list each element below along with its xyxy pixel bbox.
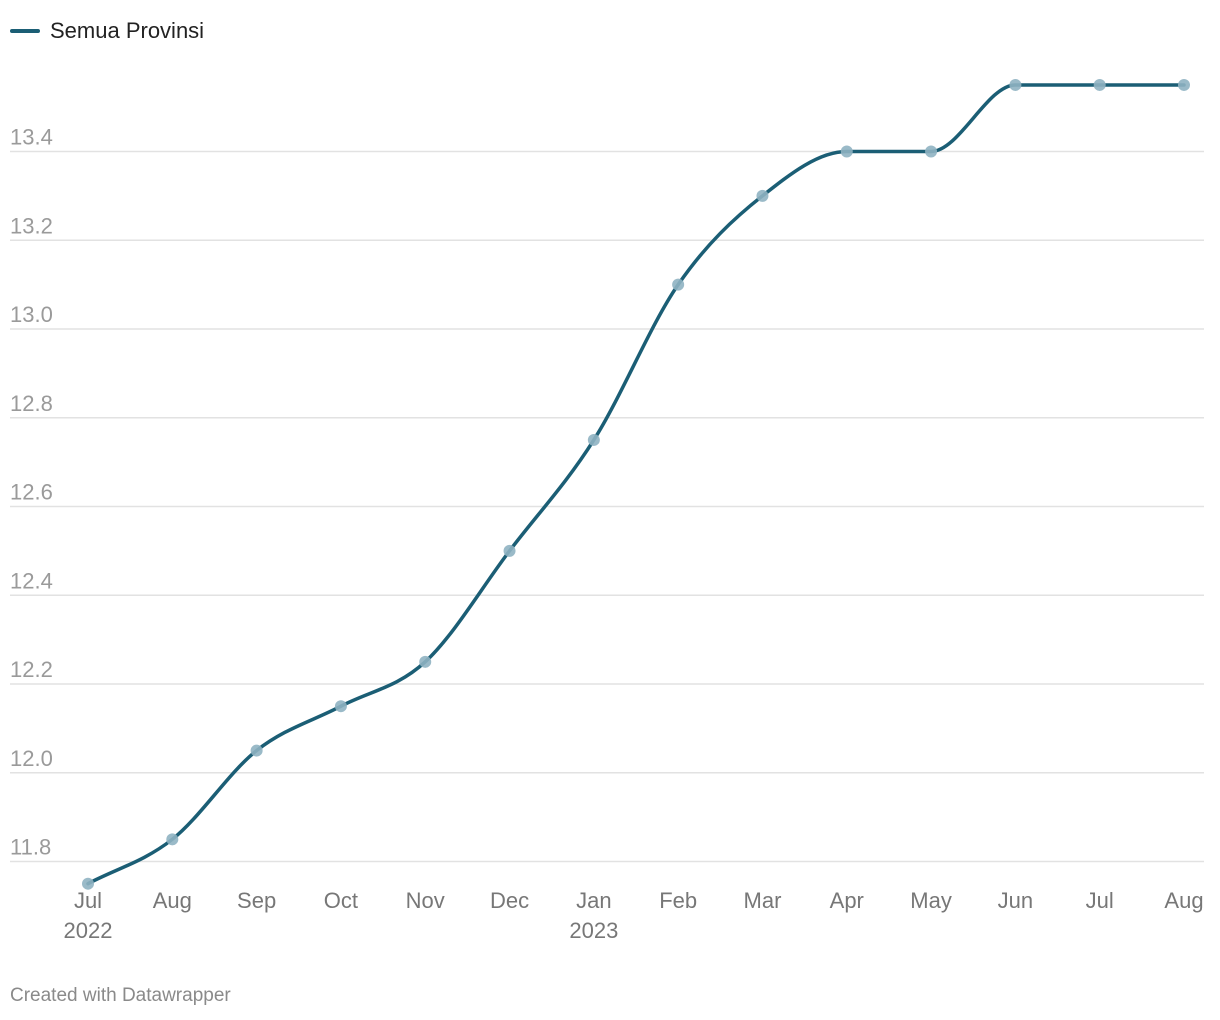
legend-label: Semua Provinsi — [50, 18, 205, 43]
x-tick-label: Apr — [830, 888, 864, 913]
y-tick-label: 13.2 — [10, 213, 53, 238]
y-axis-ticks: 11.8 12.0 12.2 12.4 12.6 12.8 13.0 13.2 13.4 — [10, 125, 53, 860]
y-tick-label: 13.4 — [10, 125, 53, 150]
x-tick-label: May — [910, 888, 952, 913]
data-point[interactable] — [503, 544, 516, 557]
x-tick-label: Dec — [490, 888, 529, 913]
x-tick-label: Jun — [998, 888, 1033, 913]
y-tick-label: 12.2 — [10, 657, 53, 682]
data-point[interactable] — [250, 744, 263, 757]
data-point[interactable] — [925, 145, 938, 158]
data-point[interactable] — [166, 833, 179, 846]
x-tick-label: Oct — [324, 888, 358, 913]
y-tick-label: 12.4 — [10, 568, 53, 593]
x-tick-label: Aug — [1164, 888, 1203, 913]
series-line — [86, 83, 1186, 886]
series-line-layer — [86, 83, 1186, 886]
data-point[interactable] — [334, 700, 347, 713]
legend-swatch — [10, 29, 40, 33]
x-tick-year-label: 2023 — [569, 918, 618, 943]
x-tick-label: Jul — [74, 888, 102, 913]
data-point[interactable] — [1178, 78, 1190, 91]
x-tick-label: Sep — [237, 888, 276, 913]
x-tick-label: Jan — [576, 888, 611, 913]
data-point[interactable] — [587, 433, 600, 446]
data-point[interactable] — [419, 655, 432, 668]
data-point[interactable] — [82, 877, 94, 890]
y-tick-label: 12.6 — [10, 480, 53, 505]
x-tick-year-label: 2022 — [64, 918, 113, 943]
y-tick-label: 13.0 — [10, 302, 53, 327]
x-tick-label: Mar — [744, 888, 782, 913]
data-point[interactable] — [1093, 78, 1106, 91]
legend: Semua Provinsi — [10, 18, 204, 44]
y-tick-label: 12.0 — [10, 746, 53, 771]
x-tick-label: Feb — [659, 888, 697, 913]
data-point[interactable] — [756, 189, 769, 202]
data-point[interactable] — [1009, 78, 1022, 91]
y-tick-label: 12.8 — [10, 391, 53, 416]
data-point[interactable] — [672, 278, 685, 291]
x-axis-ticks: Jul 2022 Aug Sep Oct Nov Dec Jan 2023 Feb Mar Apr Ma… — [64, 888, 1204, 943]
data-point[interactable] — [840, 145, 853, 158]
x-tick-label: Jul — [1086, 888, 1114, 913]
markers — [82, 78, 1190, 890]
x-tick-label: Nov — [406, 888, 445, 913]
y-tick-label: 11.8 — [10, 835, 51, 860]
gridlines — [10, 150, 1204, 863]
footer-credit: Created with Datawrapper — [10, 985, 231, 1006]
x-tick-label: Aug — [153, 888, 192, 913]
